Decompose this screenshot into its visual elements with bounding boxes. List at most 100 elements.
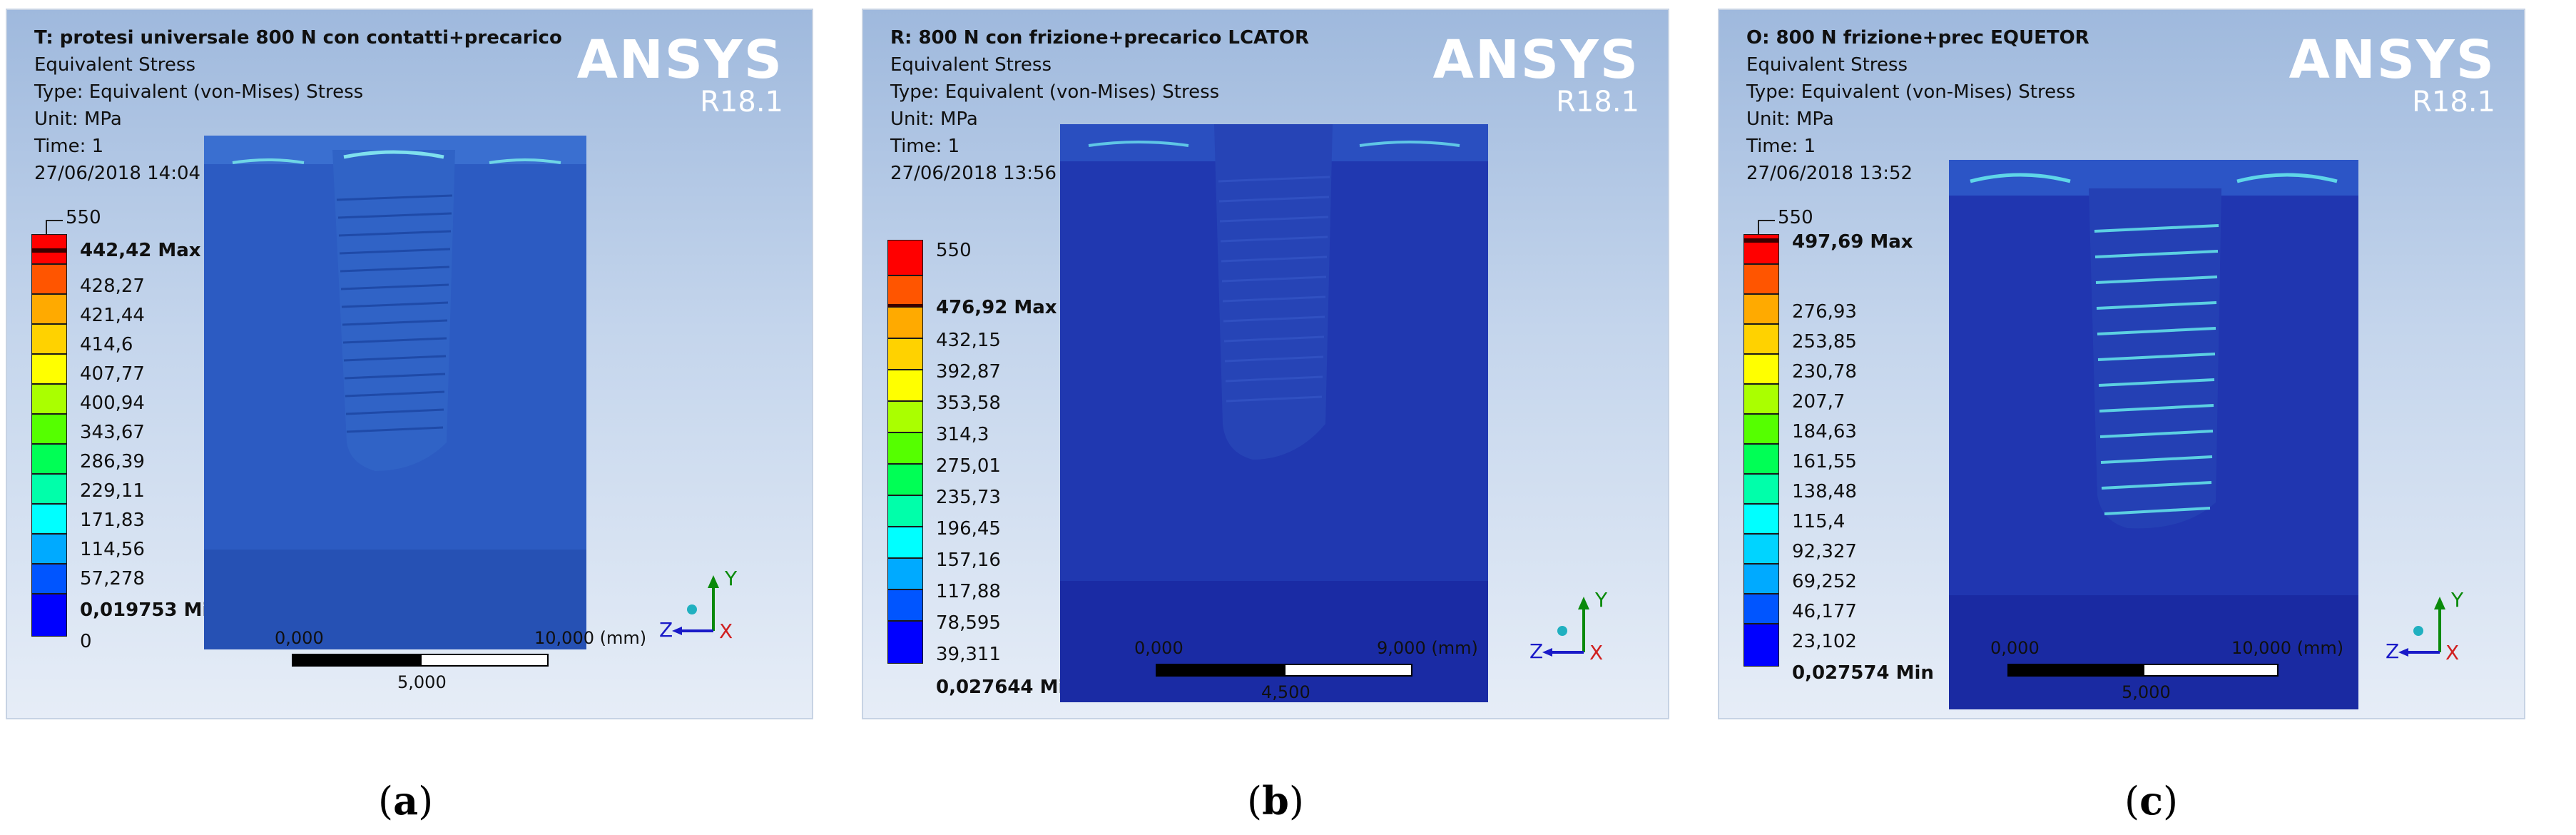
legend-swatch bbox=[1743, 624, 1779, 667]
legend-swatch bbox=[887, 307, 923, 338]
result-type: Type: Equivalent (von-Mises) Stress bbox=[34, 81, 364, 103]
legend-label: 69,252 bbox=[1792, 571, 1857, 592]
legend-top-bracket bbox=[1758, 220, 1775, 236]
legend-swatch bbox=[1743, 264, 1779, 294]
legend-label: 115,4 bbox=[1792, 511, 1846, 532]
scale-start-label: 0,000 bbox=[275, 628, 324, 648]
legend-label: 117,88 bbox=[936, 581, 1001, 602]
legend-swatch bbox=[1743, 294, 1779, 324]
legend-label: 421,44 bbox=[80, 305, 145, 326]
legend-label: 229,11 bbox=[80, 480, 145, 502]
fea-model-view[interactable] bbox=[1060, 124, 1488, 702]
panel-header: T: protesi universale 800 N con contatti… bbox=[34, 24, 562, 187]
implant-model bbox=[1060, 124, 1488, 702]
scale-mid-label: 5,000 bbox=[2122, 682, 2171, 702]
fea-model-view[interactable] bbox=[1949, 160, 2358, 709]
legend-swatch bbox=[887, 275, 923, 307]
legend-swatch bbox=[1743, 534, 1779, 564]
legend-label: 46,177 bbox=[1792, 601, 1857, 622]
panel-header: O: 800 N frizione+prec EQUETOR Equivalen… bbox=[1746, 24, 2089, 187]
ansys-logo: ANSYS R18.1 bbox=[577, 33, 783, 117]
ansys-version: R18.1 bbox=[2412, 86, 2495, 118]
result-date: 27/06/2018 14:04 bbox=[34, 163, 201, 184]
legend-swatch bbox=[31, 294, 67, 324]
axis-triad-icon bbox=[672, 575, 719, 635]
legend-max-marker bbox=[887, 304, 923, 308]
legend-max-marker bbox=[31, 248, 67, 253]
ansys-logo-text: ANSYS bbox=[2289, 29, 2495, 91]
caption-a: (a) bbox=[378, 778, 434, 824]
legend-label: 157,16 bbox=[936, 550, 1001, 571]
scale-bar-graphic bbox=[1156, 664, 1412, 677]
legend-label: 235,73 bbox=[936, 487, 1001, 508]
panel-b: R: 800 N con frizione+precarico LCATOR E… bbox=[862, 9, 1669, 719]
result-time: Time: 1 bbox=[34, 136, 104, 157]
legend-label: 39,311 bbox=[936, 644, 1001, 665]
legend-max-label: 442,42 Max bbox=[80, 240, 201, 261]
ansys-logo: ANSYS R18.1 bbox=[1433, 33, 1639, 117]
scale-mid-label: 4,500 bbox=[1261, 682, 1310, 702]
axis-triad-icon bbox=[1542, 597, 1589, 657]
legend-swatch bbox=[887, 401, 923, 432]
legend-label: 286,39 bbox=[80, 451, 145, 472]
scale-bar: 0,000 10,000 (mm) 5,000 bbox=[1976, 638, 2343, 717]
legend-label: 23,102 bbox=[1792, 631, 1857, 652]
axis-z-label: Z bbox=[1529, 639, 1544, 663]
legend-label: 114,56 bbox=[80, 539, 145, 560]
legend-label: 207,7 bbox=[1792, 391, 1846, 413]
panel-a: T: protesi universale 800 N con contatti… bbox=[6, 9, 813, 719]
axis-x-label: X bbox=[719, 619, 733, 643]
legend-label: 353,58 bbox=[936, 393, 1001, 414]
legend-swatch bbox=[31, 384, 67, 414]
caption-letter: b bbox=[1262, 778, 1289, 824]
legend-swatch bbox=[1743, 594, 1779, 624]
ansys-logo-text: ANSYS bbox=[1432, 29, 1639, 91]
legend-swatch bbox=[887, 432, 923, 464]
legend-label: 276,93 bbox=[1792, 301, 1857, 323]
caption-c: (c) bbox=[2124, 778, 2179, 824]
legend-max-label: 497,69 Max bbox=[1792, 231, 1913, 253]
scale-bar-graphic bbox=[2007, 664, 2279, 677]
legend-top-label: 550 bbox=[66, 207, 101, 228]
legend-swatch bbox=[31, 594, 67, 637]
axis-triad[interactable]: Y Z X bbox=[659, 560, 749, 645]
axis-x-label: X bbox=[1589, 641, 1604, 664]
legend-swatch bbox=[887, 527, 923, 558]
legend-label: 432,15 bbox=[936, 330, 1001, 351]
axis-z-label: Z bbox=[659, 618, 673, 642]
axis-y-label: Y bbox=[2451, 588, 2464, 612]
legend-label: 407,77 bbox=[80, 363, 145, 385]
legend-label: 400,94 bbox=[80, 393, 145, 414]
legend-label: 275,01 bbox=[936, 455, 1001, 477]
legend-top-label: 550 bbox=[1778, 207, 1813, 228]
legend-swatch bbox=[31, 264, 67, 294]
axis-triad[interactable]: Y Z X bbox=[1529, 581, 1619, 667]
axis-triad[interactable]: Y Z X bbox=[2386, 581, 2475, 667]
axis-y-label: Y bbox=[725, 567, 738, 590]
legend-label: 230,78 bbox=[1792, 361, 1857, 383]
legend-top-bracket bbox=[46, 220, 63, 236]
legend-label: 428,27 bbox=[80, 275, 145, 297]
result-type: Type: Equivalent (von-Mises) Stress bbox=[1746, 81, 2076, 103]
result-name: Equivalent Stress bbox=[1746, 54, 1908, 76]
legend-swatch bbox=[1743, 474, 1779, 504]
ansys-logo-text: ANSYS bbox=[576, 29, 783, 91]
caption-letter: c bbox=[2139, 778, 2163, 824]
legend-swatch bbox=[31, 474, 67, 504]
legend-min-label: 0,019753 Min bbox=[80, 599, 222, 621]
result-unit: Unit: MPa bbox=[1746, 108, 1834, 130]
fea-model-view[interactable] bbox=[204, 136, 586, 649]
result-unit: Unit: MPa bbox=[890, 108, 978, 130]
legend-swatch bbox=[1743, 414, 1779, 444]
ansys-version: R18.1 bbox=[700, 86, 783, 118]
legend-swatch bbox=[31, 504, 67, 534]
legend-label: 78,595 bbox=[936, 612, 1001, 634]
legend-swatch bbox=[31, 444, 67, 474]
legend-swatch bbox=[1743, 504, 1779, 534]
axis-z-label: Z bbox=[2386, 639, 2400, 663]
scale-start-label: 0,000 bbox=[1990, 638, 2040, 658]
legend-swatch bbox=[887, 240, 923, 275]
legend-swatch bbox=[887, 558, 923, 589]
legend-label: 414,6 bbox=[80, 334, 133, 355]
axis-triad-icon bbox=[2398, 597, 2445, 657]
